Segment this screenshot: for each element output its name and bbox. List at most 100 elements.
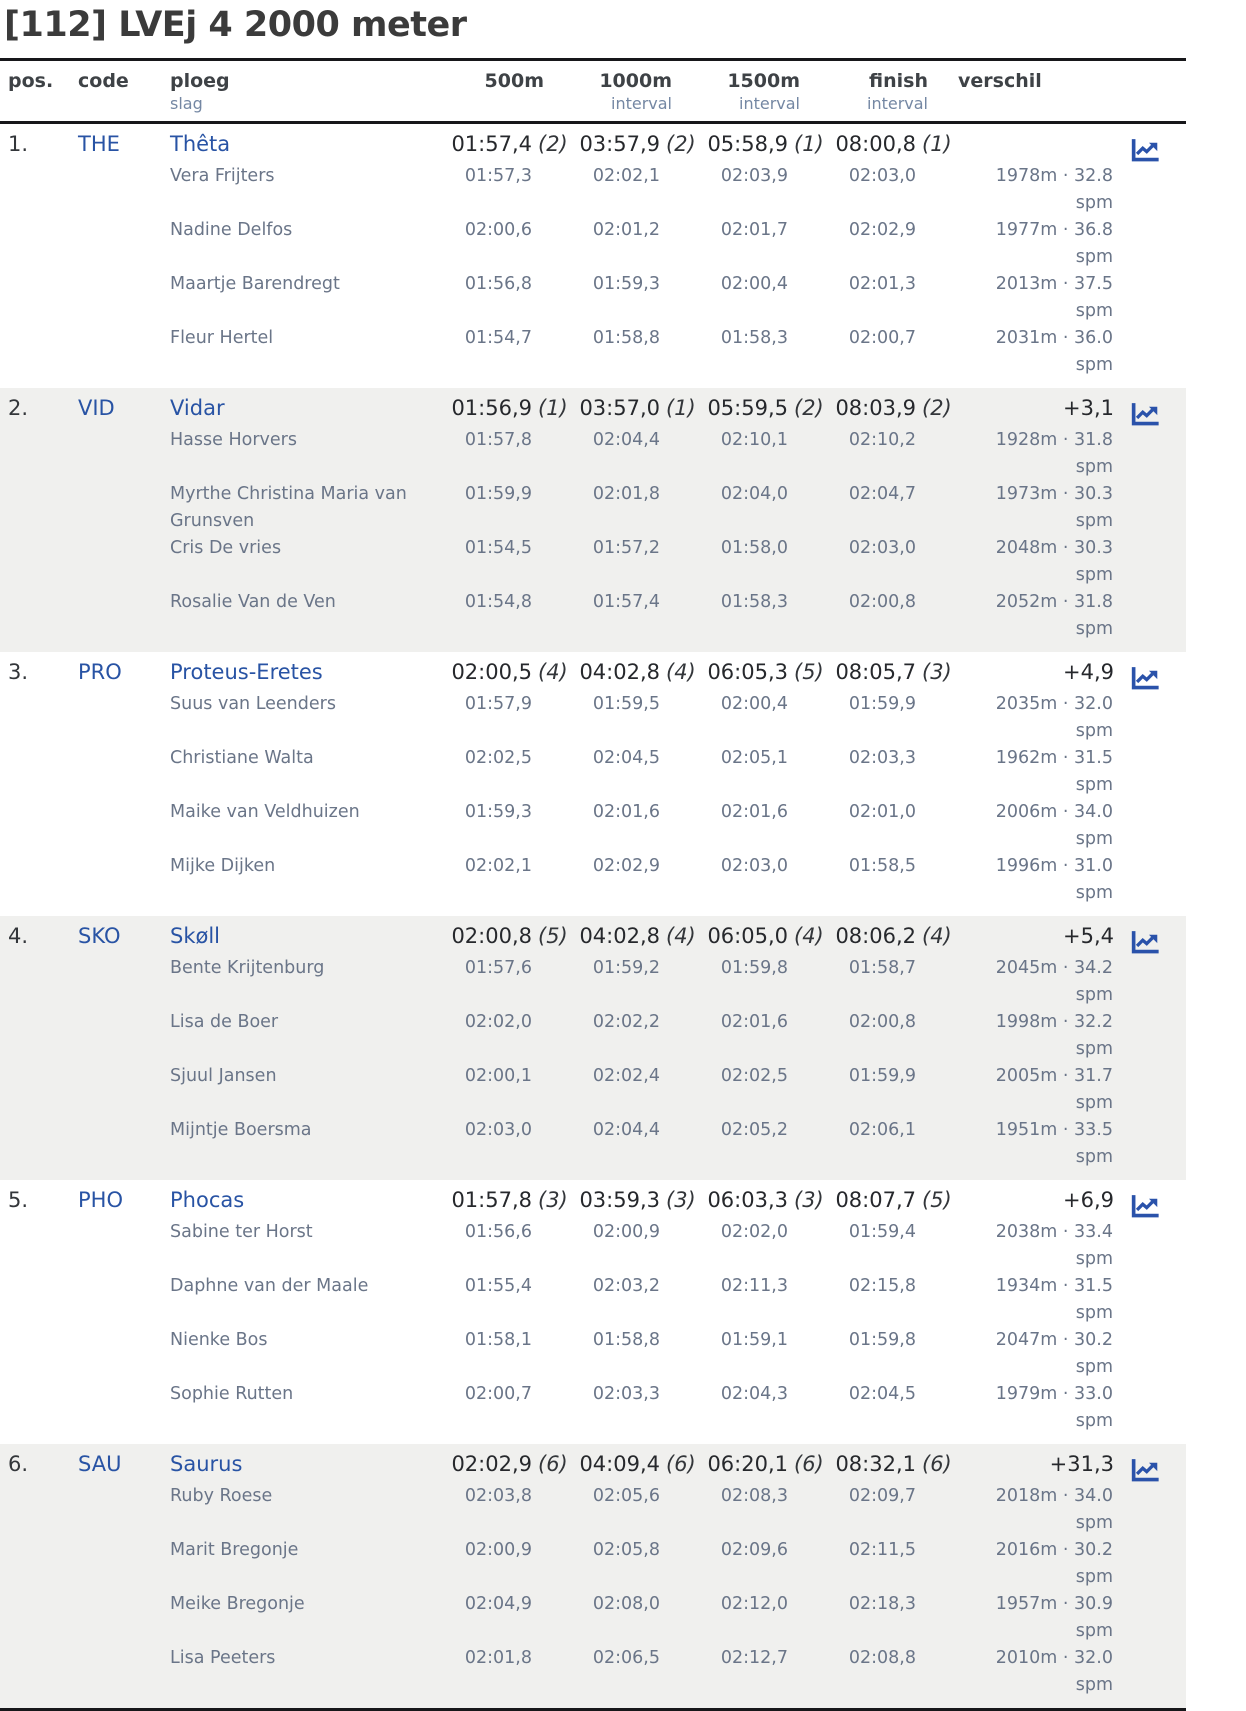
chart-icon[interactable] [1130, 138, 1160, 163]
rower-split-1000m: 02:06,5 [570, 1645, 698, 1672]
team-name-link[interactable]: Phocas [170, 1188, 245, 1212]
chart-icon-cell [1118, 392, 1186, 427]
rower-split-1500m: 02:03,0 [698, 853, 826, 880]
rower-split-place-spacer [916, 163, 954, 190]
rower-split-time: 01:58,0 [720, 538, 788, 558]
split-place: (1) [922, 132, 952, 156]
team-name-link[interactable]: Vidar [170, 396, 225, 420]
rower-split-1000m: 02:04,5 [570, 745, 698, 772]
results-table: pos. code ploeg slag 500m 1000m interval… [0, 58, 1186, 1711]
rower-split-place-spacer [916, 535, 954, 562]
rower-split-1000m: 02:02,1 [570, 163, 698, 190]
chart-icon[interactable] [1130, 402, 1160, 427]
team-split-500m: 01:56,9 (1) [442, 392, 570, 425]
split-place: (4) [538, 660, 568, 684]
rower-line: Ruby Roese 02:03,8 02:05,6 02:08,3 02:09… [0, 1483, 1186, 1537]
rower-split-place-spacer [916, 271, 954, 298]
rower-line: Sjuul Jansen 02:00,1 02:02,4 02:02,5 01:… [0, 1063, 1186, 1117]
rower-split-time: 02:01,0 [848, 802, 916, 822]
split-time: 08:07,7 [835, 1188, 916, 1212]
rower-split-1500m: 02:12,0 [698, 1591, 826, 1618]
split-place: (5) [922, 1188, 952, 1212]
split-time: 02:00,8 [451, 924, 532, 948]
position-number: 6. [8, 1452, 29, 1476]
time-difference: +3,1 [1063, 396, 1114, 420]
split-place: (3) [666, 1188, 696, 1212]
rower-split-place-spacer [532, 325, 570, 352]
team-split-1000m: 03:57,0 (1) [570, 392, 698, 425]
rower-split-place-spacer [532, 1063, 570, 1090]
rower-name: Mijke Dijken [170, 856, 276, 876]
rower-split-500m: 01:57,8 [442, 427, 570, 454]
rower-split-1500m: 02:10,1 [698, 427, 826, 454]
rower-split-time: 02:04,5 [848, 1384, 916, 1404]
rower-name: Cris De vries [170, 538, 282, 558]
team-name-link[interactable]: Thêta [170, 132, 231, 156]
team-code-link[interactable]: SAU [78, 1452, 122, 1476]
rower-distance-strokes: 1998m · 32.2 spm [995, 1012, 1113, 1059]
rower-split-1000m: 01:59,3 [570, 271, 698, 298]
chart-icon[interactable] [1130, 1458, 1160, 1483]
rower-split-place-spacer [788, 427, 826, 454]
rower-split-time: 02:01,2 [592, 220, 660, 240]
table-header-row: pos. code ploeg slag 500m 1000m interval… [0, 58, 1186, 124]
rower-split-time: 01:59,8 [848, 1330, 916, 1350]
team-code-link[interactable]: PRO [78, 660, 122, 684]
rower-split-500m: 02:02,0 [442, 1009, 570, 1036]
rower-split-place-spacer [532, 1327, 570, 1354]
rower-line: Myrthe Christina Maria van Grunsven 01:5… [0, 481, 1186, 535]
rower-split-place-spacer [788, 325, 826, 352]
team-name-link[interactable]: Skøll [170, 924, 221, 948]
split-time: 01:57,8 [451, 1188, 532, 1212]
rower-distance-strokes: 2006m · 34.0 spm [995, 802, 1113, 849]
rower-distance-strokes: 2005m · 31.7 spm [995, 1066, 1113, 1113]
rower-split-place-spacer [788, 1327, 826, 1354]
chart-icon[interactable] [1130, 666, 1160, 691]
rower-split-place-spacer [916, 955, 954, 982]
team-code-link[interactable]: PHO [78, 1188, 123, 1212]
chart-icon-cell [1118, 1448, 1186, 1483]
team-main-line: 1. THE Thêta 01:57,4 (2) 03:57,9 (2) 05:58… [0, 128, 1186, 163]
team-main-line: 2. VID Vidar 01:56,9 (1) 03:57,0 (1) 05:59… [0, 392, 1186, 427]
rower-split-time: 02:08,0 [592, 1594, 660, 1614]
rower-split-time: 02:10,2 [848, 430, 916, 450]
rower-split-1500m: 02:11,3 [698, 1273, 826, 1300]
split-time: 02:02,9 [451, 1452, 532, 1476]
chart-icon[interactable] [1130, 930, 1160, 955]
rower-split-place-spacer [660, 1009, 698, 1036]
rower-split-time: 01:58,1 [464, 1330, 532, 1350]
team-split-1500m: 05:59,5 (2) [698, 392, 826, 425]
split-time: 06:05,3 [707, 660, 788, 684]
rower-distance-strokes: 1934m · 31.5 spm [995, 1276, 1113, 1323]
rower-line: Daphne van der Maale 01:55,4 02:03,2 02:… [0, 1273, 1186, 1327]
rower-split-place-spacer [916, 1063, 954, 1090]
team-result-row: 6. SAU Saurus 02:02,9 (6) 04:09,4 (6) 06:2… [0, 1444, 1186, 1708]
rower-split-time: 02:18,3 [848, 1594, 916, 1614]
split-time: 04:09,4 [579, 1452, 660, 1476]
rower-split-time: 02:00,4 [720, 694, 788, 714]
chart-icon-cell [1118, 920, 1186, 955]
rower-split-time: 02:02,2 [592, 1012, 660, 1032]
rower-line: Nadine Delfos 02:00,6 02:01,2 02:01,7 02… [0, 217, 1186, 271]
rower-name: Bente Krijtenburg [170, 958, 325, 978]
rower-split-500m: 02:03,0 [442, 1117, 570, 1144]
team-name-link[interactable]: Saurus [170, 1452, 243, 1476]
rower-distance-strokes: 2013m · 37.5 spm [995, 274, 1113, 321]
team-split-1500m: 06:03,3 (3) [698, 1184, 826, 1217]
split-time: 08:03,9 [835, 396, 916, 420]
chart-icon[interactable] [1130, 1194, 1160, 1219]
team-result-row: 5. PHO Phocas 01:57,8 (3) 03:59,3 (3) 06:0… [0, 1180, 1186, 1444]
rower-split-place-spacer [916, 589, 954, 616]
rower-split-500m: 02:01,8 [442, 1645, 570, 1672]
team-code-link[interactable]: VID [78, 396, 115, 420]
split-time: 03:59,3 [579, 1188, 660, 1212]
team-code-link[interactable]: THE [78, 132, 120, 156]
rower-split-time: 02:11,3 [720, 1276, 788, 1296]
rower-split-time: 02:09,7 [848, 1486, 916, 1506]
split-place: (6) [666, 1452, 696, 1476]
rower-name: Daphne van der Maale [170, 1276, 369, 1296]
rower-split-time: 02:12,0 [720, 1594, 788, 1614]
team-name-link[interactable]: Proteus-Eretes [170, 660, 323, 684]
rower-split-1500m: 01:58,3 [698, 325, 826, 352]
team-code-link[interactable]: SKO [78, 924, 121, 948]
